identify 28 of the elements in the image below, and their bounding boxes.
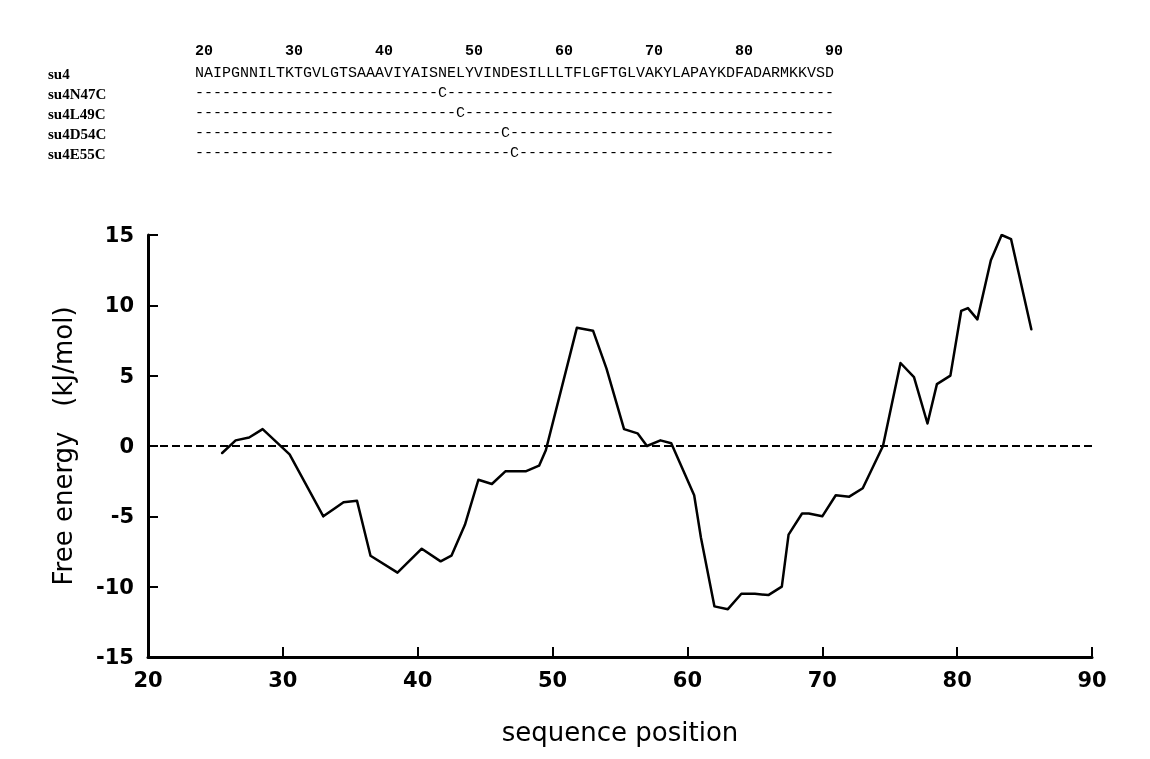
y-tick-label: 0 (119, 434, 134, 458)
x-tick-label: 80 (942, 667, 972, 692)
y-axis-title: Free energy (kJ/mol) (48, 306, 78, 586)
text: su4L49C (48, 105, 106, 122)
text: su4E55C (48, 145, 106, 162)
y-tick-label: 15 (104, 223, 134, 247)
y-tick-label: -5 (110, 504, 134, 529)
x-axis-title: sequence position (501, 717, 739, 747)
text: su4D54C (48, 125, 107, 142)
x-tick-label: 30 (268, 667, 298, 692)
text: su4 (48, 65, 71, 82)
x-tick-label: 60 (672, 667, 703, 692)
y-tick-label: -15 (96, 645, 134, 669)
x-tick-label: 70 (807, 667, 837, 692)
y-tick-label: 5 (119, 363, 134, 388)
text: -----------------------------C----------------------------------------- (195, 105, 835, 122)
y-tick-label: -10 (96, 574, 134, 599)
text: 20 30 40 50 60 70 80 90 (195, 43, 844, 60)
text: ----------------------------------C------------------------------------ (195, 125, 835, 142)
x-tick-label: 90 (1077, 667, 1107, 692)
text: NAIPGNNILTKTGVLGTSAAAVIYAISNELYVINDESILLLTFLGFTGLVAKYLAPAYKDFADARMKKVSD (195, 65, 835, 82)
x-tick-label: 40 (403, 667, 433, 692)
text: -----------------------------------C----------------------------------- (195, 145, 835, 162)
text: ---------------------------C------------------------------------------- (195, 85, 835, 102)
x-tick-label: 50 (537, 667, 568, 692)
text: su4N47C (48, 85, 107, 102)
y-tick-label: 10 (104, 293, 134, 318)
x-tick-label: 20 (133, 667, 163, 692)
